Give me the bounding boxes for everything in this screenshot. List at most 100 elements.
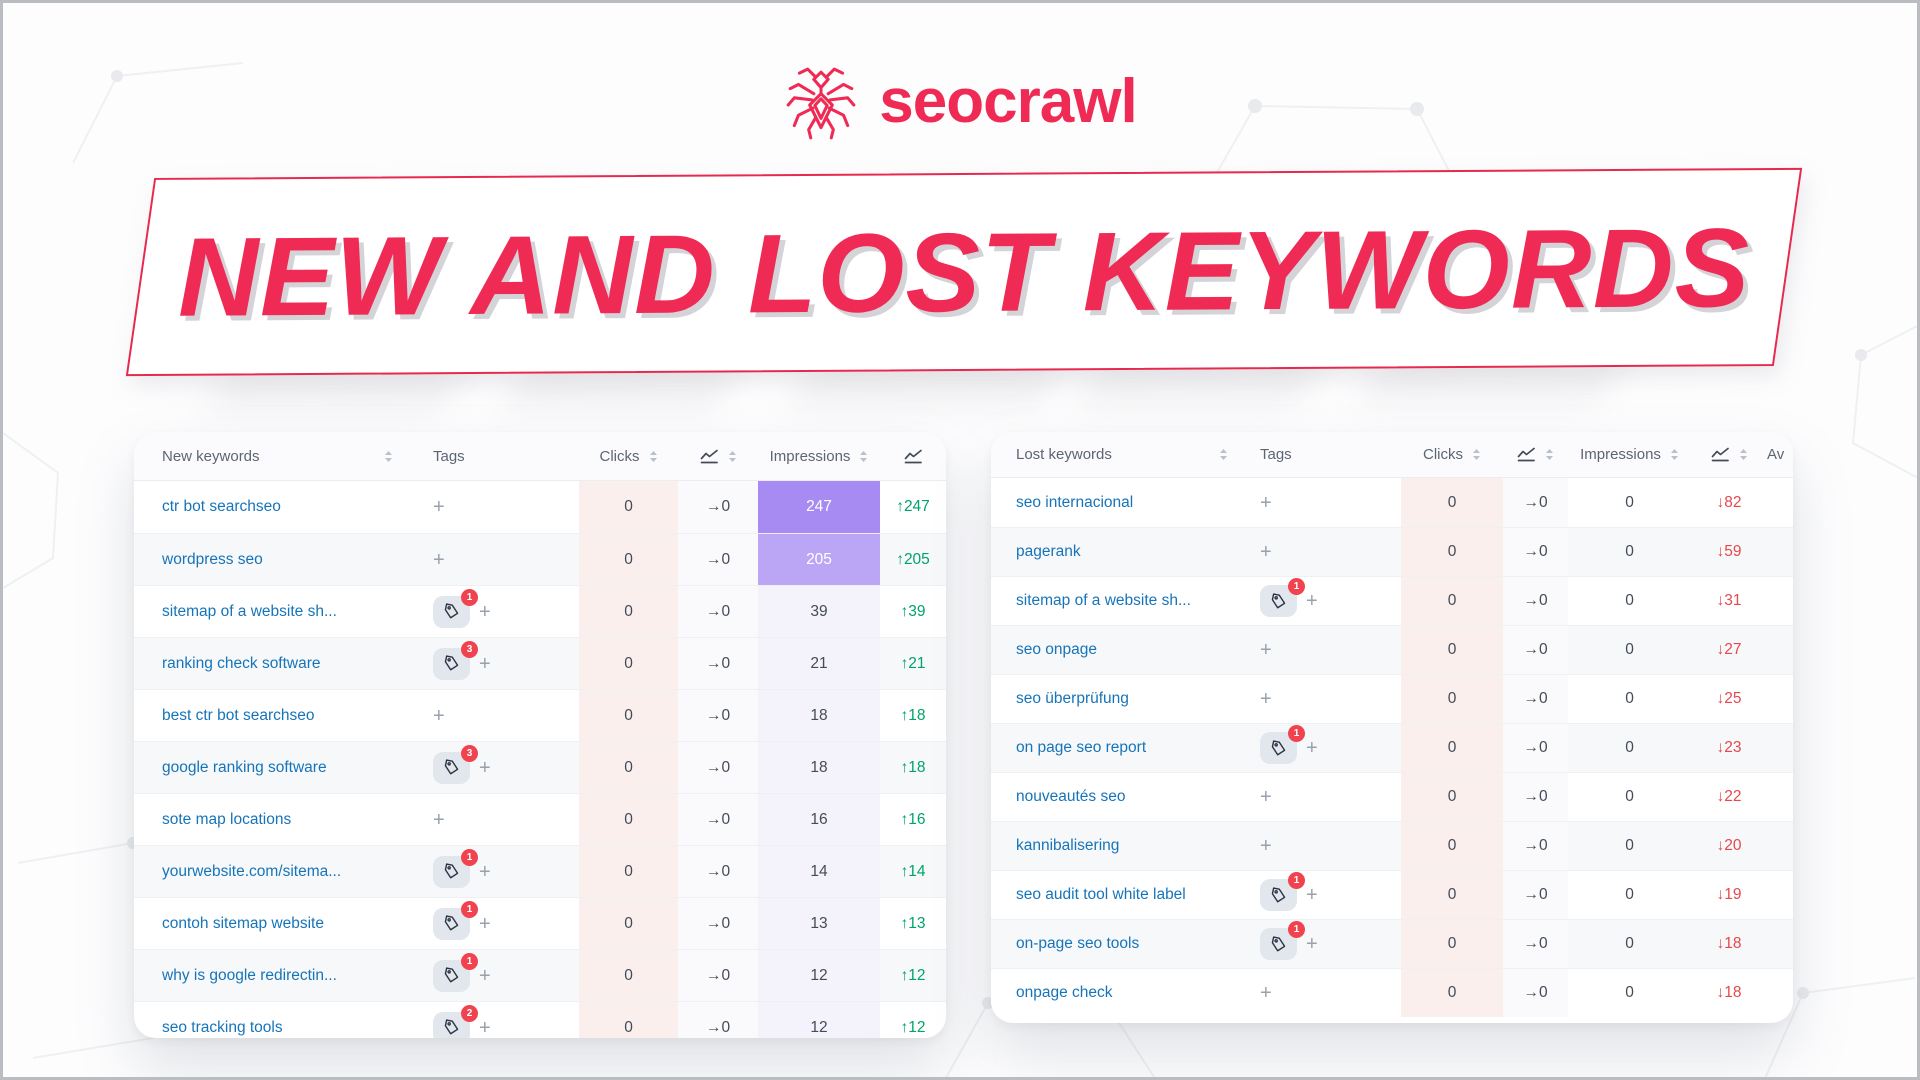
tag-chip[interactable]: 1 [433, 900, 478, 940]
keyword-link[interactable]: seo überprüfung [1016, 690, 1129, 707]
tag-chip[interactable]: 1 [1260, 725, 1305, 764]
add-tag-button[interactable]: + [1260, 688, 1272, 710]
line-chart-icon [700, 449, 719, 464]
add-tag-button[interactable]: + [479, 652, 491, 675]
add-tag-button[interactable]: + [1306, 933, 1318, 955]
clipped-cell [1767, 577, 1793, 625]
add-tag-button[interactable]: + [433, 548, 445, 571]
tag-icon [444, 655, 459, 671]
tag-chip[interactable]: 3 [433, 640, 478, 680]
clicks-cell: 0 [1401, 528, 1503, 576]
add-tag-button[interactable]: + [1306, 737, 1318, 759]
tags-cell: + [419, 794, 579, 845]
keyword-link[interactable]: kannibalisering [1016, 837, 1120, 854]
keyword-link[interactable]: contoh sitemap website [162, 914, 324, 932]
add-tag-button[interactable]: + [479, 860, 491, 883]
keyword-link[interactable]: seo audit tool white label [1016, 886, 1186, 903]
table-row: sitemap of a website sh... 1 + 0 →0 0 [991, 576, 1793, 625]
keyword-link[interactable]: best ctr bot searchseo [162, 706, 315, 724]
add-tag-button[interactable]: + [1260, 541, 1272, 563]
add-tag-button[interactable]: + [479, 756, 491, 779]
impressions-change-cell: ↑16 [900, 810, 926, 828]
keyword-link[interactable]: sitemap of a website sh... [162, 602, 337, 620]
add-tag-button[interactable]: + [1306, 590, 1318, 612]
tags-cell: 1 + [1246, 577, 1401, 625]
tag-chip[interactable]: 2 [433, 1004, 478, 1038]
clicks-trend-cell: →0 [678, 481, 758, 533]
keyword-link[interactable]: yourwebsite.com/sitema... [162, 862, 342, 880]
tag-chip[interactable]: 1 [1260, 872, 1305, 911]
lost-keywords-table-body: seo internacional + 0 →0 0 [991, 478, 1793, 1017]
tag-count-badge: 3 [461, 744, 478, 762]
tag-chip[interactable]: 1 [433, 588, 478, 628]
keyword-link[interactable]: onpage check [1016, 984, 1113, 1001]
keyword-link[interactable]: sote map locations [162, 810, 292, 828]
sort-icon[interactable] [1739, 448, 1748, 461]
add-tag-button[interactable]: + [433, 496, 445, 518]
sort-icon[interactable] [384, 450, 393, 463]
clicks-trend-cell: →0 [678, 794, 758, 845]
tag-chip[interactable]: 3 [433, 744, 478, 784]
add-tag-button[interactable]: + [479, 1016, 491, 1038]
column-header-tags: Tags [419, 448, 579, 465]
keyword-link[interactable]: nouveautés seo [1016, 788, 1126, 805]
clicks-trend-cell: →0 [1503, 822, 1568, 870]
keyword-link[interactable]: google ranking software [162, 758, 327, 776]
table-row: kannibalisering + 0 →0 0 [991, 821, 1793, 870]
keyword-link[interactable]: seo tracking tools [162, 1018, 283, 1036]
add-tag-button[interactable]: + [1260, 982, 1272, 1004]
clicks-cell: 0 [1401, 577, 1503, 625]
new-keywords-header-row: New keywords Tags Clicks [134, 432, 946, 481]
keyword-link[interactable]: wordpress seo [162, 550, 263, 568]
add-tag-button[interactable]: + [1260, 491, 1272, 514]
add-tag-button[interactable]: + [1306, 884, 1318, 906]
add-tag-button[interactable]: + [433, 704, 445, 727]
tags-cell: 1 + [419, 586, 579, 637]
column-header-clicks-trend [678, 449, 758, 464]
impressions-cell: 21 [758, 638, 880, 689]
sort-icon[interactable] [649, 450, 658, 463]
keyword-link[interactable]: ranking check software [162, 654, 321, 672]
impressions-cell: 0 [1625, 788, 1634, 805]
add-tag-button[interactable]: + [1260, 786, 1272, 808]
add-tag-button[interactable]: + [1260, 835, 1272, 857]
keyword-link[interactable]: why is google redirectin... [162, 966, 337, 984]
sort-icon[interactable] [728, 450, 737, 463]
tag-count-badge: 1 [461, 952, 478, 970]
sort-icon[interactable] [1545, 448, 1554, 461]
clipped-cell [1767, 773, 1793, 821]
add-tag-button[interactable]: + [479, 964, 491, 987]
keyword-link[interactable]: ctr bot searchseo [162, 498, 281, 515]
tag-chip[interactable]: 1 [433, 848, 478, 888]
tag-chip[interactable]: 1 [1260, 578, 1305, 617]
keyword-link[interactable]: on page seo report [1016, 739, 1147, 756]
add-tag-button[interactable]: + [479, 912, 491, 935]
impressions-change-cell: ↑14 [900, 862, 926, 880]
keyword-cell: kannibalisering [991, 822, 1246, 870]
add-tag-button[interactable]: + [433, 808, 445, 831]
add-tag-button[interactable]: + [1260, 639, 1272, 661]
table-row: wordpress seo + 0 →0 205 [134, 533, 946, 585]
tag-chip[interactable]: 1 [1260, 921, 1305, 960]
sort-icon[interactable] [1472, 448, 1481, 461]
keyword-cell: seo onpage [991, 626, 1246, 674]
keyword-link[interactable]: sitemap of a website sh... [1016, 592, 1191, 609]
sort-icon[interactable] [1219, 448, 1228, 461]
keyword-link[interactable]: on-page seo tools [1016, 935, 1140, 952]
impressions-cell: 0 [1625, 984, 1634, 1001]
keyword-cell: wordpress seo [134, 534, 419, 585]
clicks-trend-cell: →0 [678, 586, 758, 637]
add-tag-button[interactable]: + [479, 600, 491, 623]
keyword-link[interactable]: seo onpage [1016, 641, 1098, 658]
impressions-cell: 14 [758, 846, 880, 897]
impressions-cell: 18 [758, 690, 880, 741]
clicks-trend-cell: →0 [1503, 920, 1568, 968]
tag-chip[interactable]: 1 [433, 952, 478, 992]
impressions-change-cell: ↓25 [1716, 690, 1742, 707]
keyword-cell: nouveautés seo [991, 773, 1246, 821]
tag-icon [444, 759, 459, 775]
sort-icon[interactable] [859, 450, 868, 463]
keyword-link[interactable]: seo internacional [1016, 493, 1134, 511]
sort-icon[interactable] [1670, 448, 1679, 461]
keyword-link[interactable]: pagerank [1016, 543, 1081, 560]
